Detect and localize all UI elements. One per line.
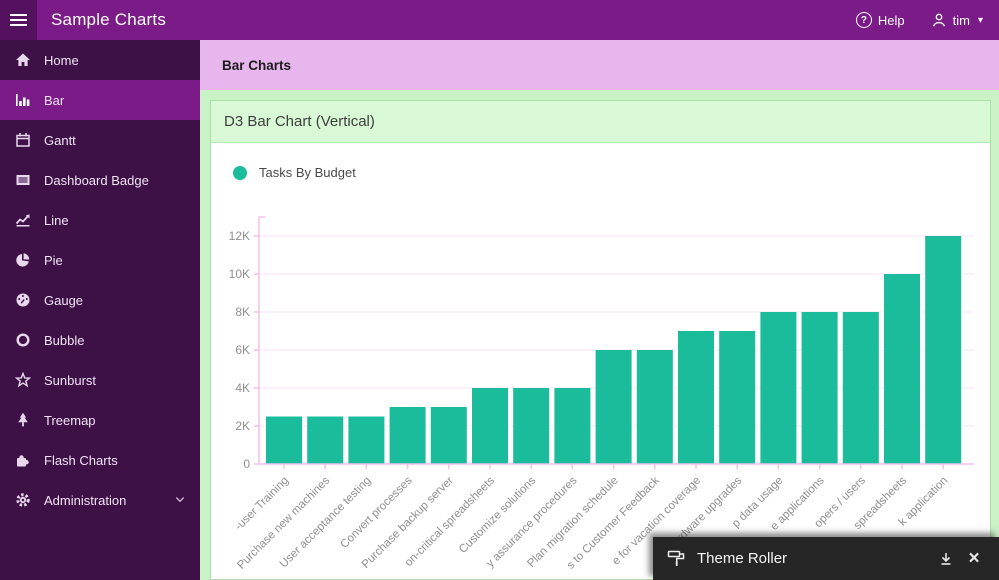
hamburger-icon	[10, 11, 27, 29]
bar[interactable]	[842, 312, 879, 464]
sidebar-toggle-button[interactable]	[0, 0, 37, 40]
line-chart-icon	[14, 212, 32, 228]
sidebar-item-gauge[interactable]: Gauge	[0, 280, 200, 320]
page-title: Bar Charts	[222, 57, 292, 73]
tree-icon	[14, 412, 32, 428]
home-icon	[14, 52, 32, 68]
y-axis-label: 6K	[235, 343, 250, 357]
bar[interactable]	[760, 312, 797, 464]
y-axis-label: 8K	[235, 305, 250, 319]
theme-roller-panel[interactable]: Theme Roller ×	[653, 537, 999, 580]
user-menu-button[interactable]: tim ▾	[931, 12, 983, 28]
sidebar-item-home[interactable]: Home	[0, 40, 200, 80]
chart-panel-header: D3 Bar Chart (Vertical)	[211, 101, 990, 143]
chart-area: 0 2K 4K 6K 8K 10K 12K -user Training Purchase ne…	[211, 195, 990, 579]
help-button[interactable]: ? Help	[855, 12, 905, 28]
y-axis-label: 0	[243, 457, 250, 471]
y-axis-label: 4K	[235, 381, 250, 395]
calendar-icon	[14, 132, 32, 148]
bar[interactable]	[719, 331, 756, 464]
chevron-down-icon	[174, 493, 186, 508]
breadcrumb: Bar Charts	[200, 40, 999, 90]
help-icon: ?	[855, 12, 872, 28]
sidebar-item-administration[interactable]: Administration	[0, 480, 200, 520]
user-icon	[931, 12, 947, 28]
sidebar: Home Bar Gantt Dashboard Badge Line Pie	[0, 40, 200, 580]
gauge-icon	[14, 292, 32, 308]
bar[interactable]	[678, 331, 714, 464]
chart-panel: D3 Bar Chart (Vertical) Tasks By Budget …	[210, 100, 991, 580]
sidebar-item-sunburst[interactable]: Sunburst	[0, 360, 200, 400]
download-button[interactable]	[935, 548, 957, 570]
close-icon[interactable]: ×	[968, 548, 980, 569]
star-icon	[14, 372, 32, 388]
bar[interactable]	[636, 350, 673, 464]
puzzle-icon	[14, 452, 32, 468]
paint-roller-icon	[667, 549, 686, 568]
app-title: Sample Charts	[51, 10, 167, 29]
chart-legend[interactable]: Tasks By Budget	[211, 143, 990, 180]
main-content: Bar Charts D3 Bar Chart (Vertical) Tasks…	[200, 40, 999, 580]
top-header: Sample Charts ? Help tim ▾	[0, 0, 999, 40]
bar[interactable]	[266, 416, 302, 465]
bar[interactable]	[801, 312, 838, 464]
pie-chart-icon	[14, 252, 32, 268]
theme-roller-title: Theme Roller	[697, 550, 788, 567]
legend-label: Tasks By Budget	[259, 165, 356, 180]
bar[interactable]	[348, 416, 385, 465]
sidebar-item-treemap[interactable]: Treemap	[0, 400, 200, 440]
sidebar-item-dashboard-badge[interactable]: Dashboard Badge	[0, 160, 200, 200]
x-axis-label: Customize solutions	[457, 474, 538, 555]
bar[interactable]	[513, 388, 550, 464]
bar[interactable]	[472, 388, 508, 464]
caret-down-icon: ▾	[977, 14, 983, 26]
y-axis-label: 2K	[235, 419, 250, 433]
sidebar-item-bubble[interactable]: Bubble	[0, 320, 200, 360]
sidebar-item-flash-charts[interactable]: Flash Charts	[0, 440, 200, 480]
user-name: tim	[952, 12, 970, 28]
sidebar-item-gantt[interactable]: Gantt	[0, 120, 200, 160]
sidebar-item-pie[interactable]: Pie	[0, 240, 200, 280]
bar[interactable]	[307, 416, 344, 465]
sidebar-item-bar[interactable]: Bar	[0, 80, 200, 120]
y-axis-label: 10K	[229, 267, 250, 281]
bar[interactable]	[554, 388, 591, 464]
x-axis-label: Convert processes	[338, 474, 414, 550]
bar[interactable]	[430, 407, 467, 464]
sidebar-item-line[interactable]: Line	[0, 200, 200, 240]
list-box-icon	[14, 172, 32, 188]
bar[interactable]	[595, 350, 632, 464]
bar[interactable]	[925, 236, 962, 464]
gear-icon	[14, 492, 32, 508]
bar[interactable]	[884, 274, 920, 464]
chart-panel-title: D3 Bar Chart (Vertical)	[224, 113, 375, 130]
bar[interactable]	[389, 407, 426, 464]
legend-swatch	[233, 165, 247, 180]
help-label: Help	[877, 12, 905, 28]
circle-icon	[14, 332, 32, 348]
bar-chart-icon	[14, 92, 32, 108]
y-axis-label: 12K	[229, 229, 250, 243]
